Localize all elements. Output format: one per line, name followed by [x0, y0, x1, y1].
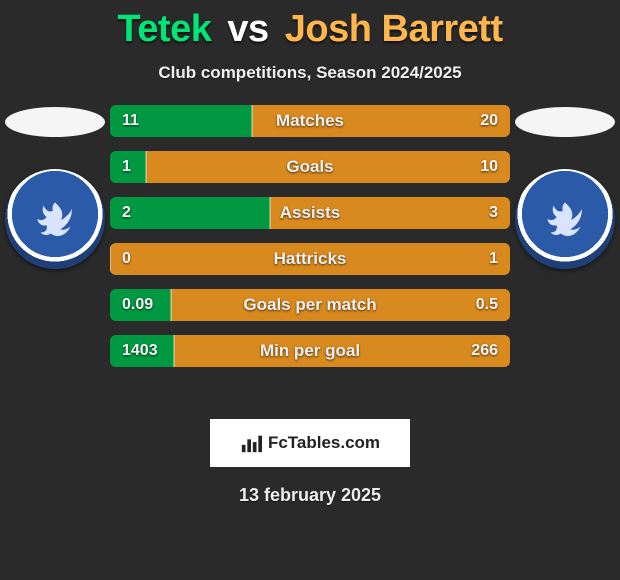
- stat-label: Goals per match: [110, 289, 510, 321]
- bar-chart-icon: [240, 432, 262, 454]
- stat-row: 23Assists: [110, 197, 510, 229]
- stat-row: 1120Matches: [110, 105, 510, 137]
- player2-silhouette: [515, 107, 615, 137]
- stat-row: 1403266Min per goal: [110, 335, 510, 367]
- stat-label: Matches: [110, 105, 510, 137]
- player2-club-badge: [515, 169, 615, 269]
- branding-text: FcTables.com: [268, 433, 380, 453]
- stat-bars: 1120Matches 110Goals 23Assists 01Hattricks 0…: [110, 105, 510, 381]
- stat-row: 01Hattricks: [110, 243, 510, 275]
- phoenix-icon: [539, 193, 591, 245]
- vs-text: vs: [227, 8, 268, 50]
- subtitle: Club competitions, Season 2024/2025: [0, 63, 620, 83]
- player1-name: Tetek: [117, 8, 211, 50]
- comparison-date: 13 february 2025: [0, 485, 620, 506]
- stat-label: Assists: [110, 197, 510, 229]
- player2-name: Josh Barrett: [285, 8, 503, 50]
- comparison-content: 1120Matches 110Goals 23Assists 01Hattricks 0…: [0, 105, 620, 405]
- stat-label: Goals: [110, 151, 510, 183]
- player1-silhouette: [5, 107, 105, 137]
- phoenix-icon: [29, 193, 81, 245]
- stat-label: Hattricks: [110, 243, 510, 275]
- branding-box: FcTables.com: [210, 419, 410, 467]
- comparison-title: Tetek vs Josh Barrett: [0, 0, 620, 51]
- player1-side: [0, 105, 110, 269]
- stat-label: Min per goal: [110, 335, 510, 367]
- player1-club-badge: [5, 169, 105, 269]
- stat-row: 110Goals: [110, 151, 510, 183]
- stat-row: 0.090.5Goals per match: [110, 289, 510, 321]
- player2-side: [510, 105, 620, 269]
